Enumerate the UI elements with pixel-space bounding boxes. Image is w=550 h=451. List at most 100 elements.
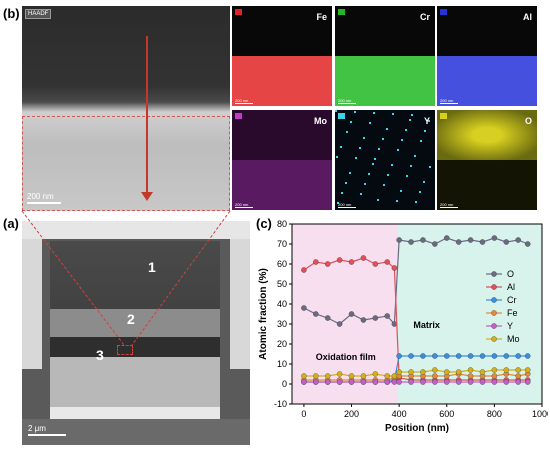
legend-label-al: Al	[507, 282, 515, 292]
eds-map-label: Fe	[316, 12, 327, 22]
section-scale-label: 2 μm	[28, 424, 46, 433]
data-point-al	[348, 259, 355, 265]
cross-section-image: 1 2 3 2 μm	[22, 221, 250, 445]
legend-label-o: O	[507, 269, 514, 279]
region-label-3: 3	[96, 347, 104, 363]
oxidation-film-region	[292, 224, 398, 404]
data-point-mo	[372, 371, 379, 377]
data-point-o	[324, 315, 331, 321]
data-point-mo	[479, 369, 486, 375]
data-point-mo	[467, 367, 474, 373]
x-tick-label: 1000	[532, 409, 548, 419]
eds-scale-bar: 200 nm	[235, 202, 253, 208]
eds-map-cr: Cr 200 nm	[335, 6, 435, 106]
data-point-mo	[391, 373, 398, 379]
haadf-scale-label: 200 nm	[27, 192, 54, 201]
y-tick-label: 30	[277, 319, 287, 329]
linescan-arrow-head	[141, 192, 153, 201]
eds-map-label: Y	[423, 116, 430, 126]
y-tick-label: 60	[277, 259, 287, 269]
x-tick-label: 0	[301, 409, 306, 419]
data-point-o	[455, 239, 462, 245]
data-point-fe	[491, 373, 498, 379]
y-tick-label: 80	[277, 219, 287, 229]
x-tick-label: 800	[487, 409, 502, 419]
eds-map-label: Al	[523, 12, 532, 22]
data-point-o	[432, 241, 438, 247]
y-tick-label: 70	[277, 239, 287, 249]
data-point-cr	[420, 353, 426, 359]
section-scale-bar: 2 μm	[28, 424, 66, 436]
haadf-scale-bar: 200 nm	[27, 192, 61, 204]
annotation-matrix: Matrix	[413, 320, 440, 330]
data-point-mo	[420, 369, 426, 375]
data-point-o	[420, 237, 426, 243]
data-point-mo	[324, 373, 331, 379]
data-point-cr	[396, 353, 402, 359]
data-point-al	[313, 259, 319, 265]
haadf-image: HAADF 200 nm	[22, 6, 230, 211]
data-point-y	[372, 379, 379, 385]
data-point-al	[301, 267, 307, 273]
eds-map-label: Mo	[314, 116, 327, 126]
data-point-y	[324, 379, 331, 385]
data-point-o	[479, 239, 486, 245]
data-point-y	[524, 379, 531, 385]
data-point-y	[360, 379, 367, 385]
panel-label-c: (c)	[256, 216, 272, 231]
data-point-al	[324, 261, 331, 267]
data-point-y	[503, 379, 510, 385]
eds-map-o: O 200 nm	[437, 110, 537, 210]
legend-marker	[491, 323, 497, 329]
data-point-y	[467, 379, 474, 385]
data-point-mo	[515, 367, 521, 373]
data-point-y	[301, 379, 307, 385]
data-point-cr	[408, 353, 414, 359]
data-point-mo	[301, 373, 307, 379]
legend-marker	[491, 310, 497, 316]
data-point-mo	[455, 369, 462, 375]
eds-scale-bar: 200 nm	[235, 98, 253, 104]
data-point-fe	[515, 373, 521, 379]
eds-scale-bar: 200 nm	[440, 202, 458, 208]
data-point-y	[455, 379, 462, 385]
data-point-o	[301, 305, 307, 311]
data-point-cr	[467, 353, 474, 359]
data-point-mo	[360, 373, 367, 379]
eds-map-label: Cr	[419, 12, 430, 22]
y-tick-label: -10	[274, 399, 287, 409]
legend-label-y: Y	[507, 321, 513, 331]
data-point-al	[360, 255, 367, 261]
data-point-o	[360, 317, 367, 323]
data-point-o	[313, 311, 319, 317]
data-point-mo	[524, 367, 531, 373]
data-point-y	[391, 379, 398, 385]
data-point-mo	[432, 367, 438, 373]
data-point-y	[420, 379, 426, 385]
region-label-1: 1	[148, 259, 156, 275]
data-point-o	[515, 237, 521, 243]
data-point-mo	[408, 369, 414, 375]
data-point-y	[432, 379, 438, 385]
y-tick-label: 50	[277, 279, 287, 289]
annotation-oxidation-film: Oxidation film	[316, 352, 376, 362]
data-point-mo	[313, 373, 319, 379]
data-point-mo	[384, 373, 390, 379]
data-point-y	[396, 379, 402, 385]
data-point-o	[524, 241, 531, 247]
data-point-mo	[348, 373, 355, 379]
eds-scale-bar: 200 nm	[440, 98, 458, 104]
data-point-al	[391, 265, 398, 271]
eds-map-y: Y 200 nm	[335, 110, 435, 210]
legend-label-cr: Cr	[507, 295, 517, 305]
data-point-cr	[515, 353, 521, 359]
data-point-al	[384, 259, 390, 265]
panel-label-b: (b)	[3, 6, 20, 21]
data-point-y	[336, 379, 343, 385]
legend-marker	[491, 336, 497, 342]
data-point-fe	[432, 373, 438, 379]
x-tick-label: 600	[439, 409, 454, 419]
y-axis-label: Atomic fraction (%)	[258, 268, 269, 360]
eds-map-mo: Mo 200 nm	[232, 110, 332, 210]
linescan-arrow	[146, 36, 148, 194]
